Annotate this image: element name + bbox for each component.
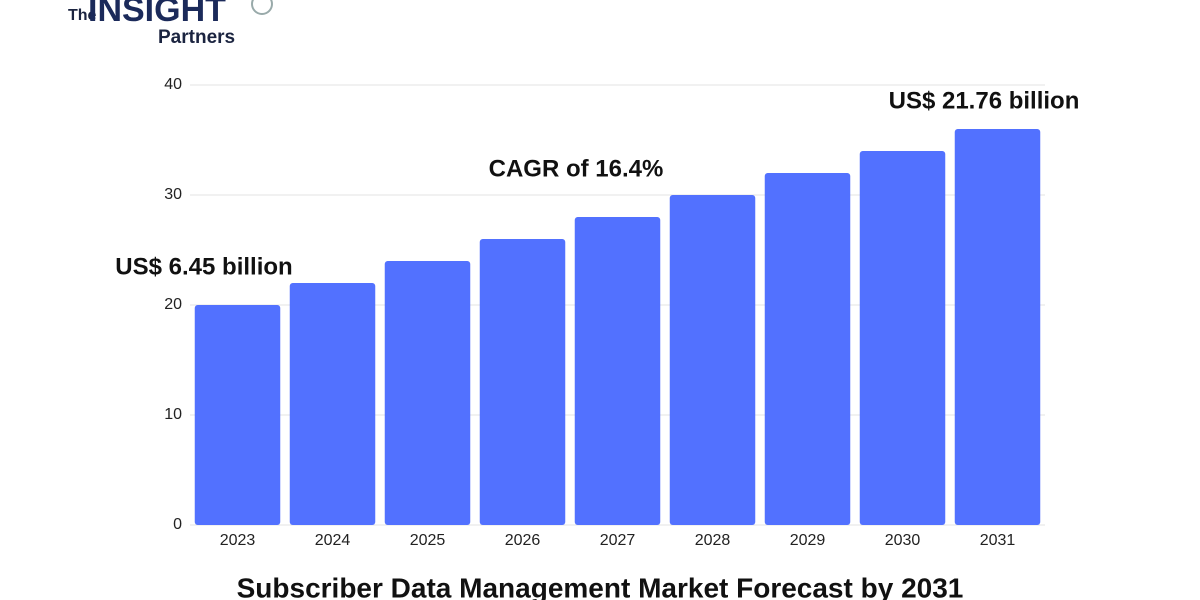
x-tick-label: 2031 <box>980 532 1016 549</box>
x-tick-label: 2024 <box>315 532 351 549</box>
bar <box>479 239 566 525</box>
annotation: US$ 6.45 billion <box>115 253 292 280</box>
bar <box>194 305 281 525</box>
y-tick-label: 30 <box>164 186 182 203</box>
bar <box>954 129 1041 525</box>
annotation: CAGR of 16.4% <box>489 155 664 182</box>
chart-title: Subscriber Data Management Market Foreca… <box>237 572 964 600</box>
y-tick-label: 40 <box>164 76 182 93</box>
x-tick-label: 2025 <box>410 532 446 549</box>
bar <box>384 261 471 525</box>
x-tick-label: 2027 <box>600 532 636 549</box>
logo-small: The <box>68 7 97 24</box>
x-tick-label: 2030 <box>885 532 921 549</box>
bar <box>574 217 661 525</box>
x-tick-label: 2023 <box>220 532 256 549</box>
y-tick-label: 20 <box>164 296 182 313</box>
bar <box>859 151 946 525</box>
x-tick-label: 2029 <box>790 532 826 549</box>
bar <box>764 173 851 525</box>
logo-main: INSIGHT <box>88 0 226 29</box>
logo-icon <box>251 0 273 15</box>
logo: The INSIGHT Partners <box>68 0 273 48</box>
bar <box>289 283 376 525</box>
y-tick-label: 10 <box>164 406 182 423</box>
x-tick-label: 2026 <box>505 532 541 549</box>
logo-sub: Partners <box>158 27 235 48</box>
y-tick-label: 0 <box>173 516 182 533</box>
x-tick-label: 2028 <box>695 532 731 549</box>
annotation: US$ 21.76 billion <box>889 87 1080 114</box>
bar <box>669 195 756 525</box>
